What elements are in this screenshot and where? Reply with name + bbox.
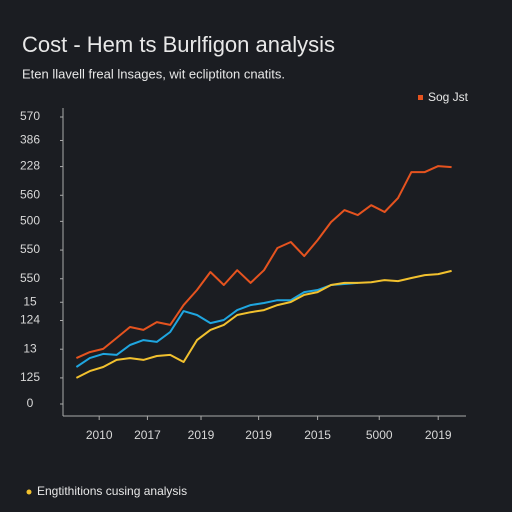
y-tick-label: 500 [20, 214, 40, 228]
legend-label: Engtithitions cusing analysis [37, 484, 187, 498]
series-line [75, 281, 358, 368]
y-tick-label: 228 [20, 159, 40, 173]
x-tick-label: 2019 [188, 428, 215, 442]
y-tick-label: 560 [20, 187, 40, 201]
y-tick-label: 386 [20, 133, 40, 147]
legend-label: Sog Jst [428, 90, 469, 104]
y-tick-label: 124 [20, 313, 40, 327]
x-tick-label: 2015 [304, 428, 331, 442]
x-tick-label: 2019 [245, 428, 272, 442]
y-tick-label: 0 [27, 396, 34, 410]
legend-swatch [418, 95, 423, 100]
chart-title: Cost - Hem ts Burlfigon analysis [22, 32, 335, 57]
x-tick-label: 2010 [86, 428, 113, 442]
x-tick-label: 5000 [366, 428, 393, 442]
chart-subtitle: Eten llavell freal lnsages, wit ecliptit… [22, 66, 285, 81]
y-tick-label: 550 [20, 271, 40, 285]
y-tick-label: 15 [23, 294, 37, 308]
y-tick-label: 570 [20, 109, 40, 123]
series-line [75, 165, 452, 360]
y-tick-label: 125 [20, 370, 40, 384]
x-tick-label: 2019 [425, 428, 452, 442]
x-tick-label: 2017 [134, 428, 161, 442]
legend-swatch [26, 489, 32, 495]
series-line [75, 269, 452, 379]
y-tick-label: 550 [20, 242, 40, 256]
y-tick-label: 13 [23, 341, 37, 355]
